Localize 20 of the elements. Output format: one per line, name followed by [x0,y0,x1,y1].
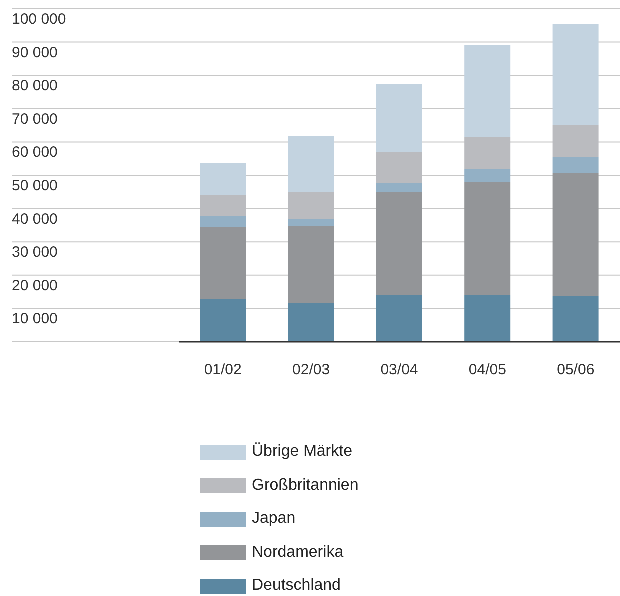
y-tick-label: 80 000 [12,78,58,95]
legend-label: Nordamerika [252,544,344,562]
x-tick-label: 02/03 [292,362,330,379]
y-tick-label: 70 000 [12,110,58,128]
legend-label: Deutschland [252,577,341,595]
x-tick-label: 03/04 [380,362,418,379]
y-tick-label: 30 000 [12,244,58,262]
y-tick-label: 10 000 [12,310,58,328]
x-tick-label: 01/02 [204,362,242,379]
y-tick-label: 20 000 [12,277,58,294]
y-tick-label: 40 000 [12,210,58,228]
y-tick-label: 50 000 [12,178,58,194]
x-tick-label: 04/05 [468,362,506,379]
legend-label: Großbritannien [252,476,359,494]
y-tick-label: 90 000 [12,44,58,62]
y-tick-label: 100 000 [12,11,66,28]
x-tick-label: 05/06 [557,362,595,379]
legend-label: Übrige Märkte [252,443,352,461]
y-tick-label: 60 000 [12,144,58,162]
legend-label: Japan [252,510,296,528]
